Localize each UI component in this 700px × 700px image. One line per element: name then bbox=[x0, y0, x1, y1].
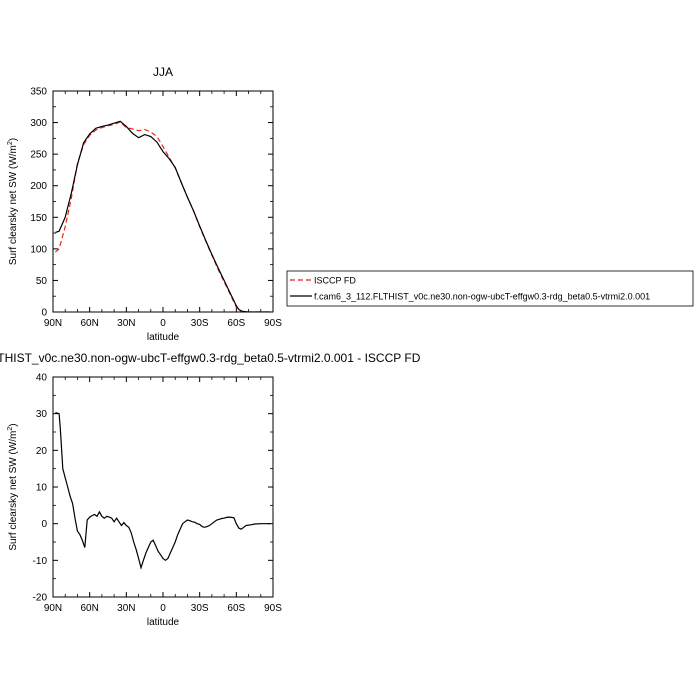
legend-label-1: ISCCP FD bbox=[314, 276, 356, 286]
chart1-group: 90N 60N 30N 0 30S 60S 90S 0 50 100 150 200 250 300 350… bbox=[7, 65, 694, 343]
chart2-x-tick-label: 90S bbox=[264, 603, 282, 614]
chart2-y-axis-label-main: Surf clearsky net SW (W/m bbox=[8, 431, 19, 551]
chart1-y-axis-label-main: Surf clearsky net SW (W/m bbox=[8, 145, 19, 265]
chart1-plot-frame bbox=[52, 90, 274, 313]
chart1-y-axis-label: Surf clearsky net SW (W/m2) bbox=[7, 138, 19, 265]
chart1-x-tick-label: 90N bbox=[44, 318, 62, 329]
chart2-y-tick-label: 30 bbox=[36, 409, 48, 420]
chart1-series-line-1 bbox=[55, 121, 271, 312]
chart1-y-tick-label: 50 bbox=[36, 276, 48, 287]
chart2-y-tick-label: 40 bbox=[36, 373, 48, 384]
chart2-x-tick-label: 30S bbox=[191, 603, 209, 614]
chart1-y-tick-label: 150 bbox=[30, 213, 47, 224]
chart2-series-line-1 bbox=[55, 412, 271, 570]
chart1-x-axis-label: latitude bbox=[147, 332, 180, 343]
chart2-x-axis-label: latitude bbox=[147, 617, 180, 628]
chart2-group: 90N 60N 30N 0 30S 60S 90S -20 -10 0 10 20 30 40 f.cam6… bbox=[0, 351, 421, 628]
chart2-x-tick-label: 90N bbox=[44, 603, 62, 614]
chart1-y-tick-label: 350 bbox=[30, 87, 47, 98]
chart2-x-tick-label: 60N bbox=[80, 603, 98, 614]
chart2-title: f.cam6_3_112.FLTHIST_v0c.ne30.non-ogw-ub… bbox=[0, 351, 421, 365]
chart1-x-tick-label: 60S bbox=[227, 318, 245, 329]
chart1-title: JJA bbox=[153, 65, 173, 79]
chart1-x-tick-label: 30S bbox=[191, 318, 209, 329]
chart1-y-tick-label: 300 bbox=[30, 118, 47, 129]
chart2-y-axis-label: Surf clearsky net SW (W/m2) bbox=[7, 423, 19, 550]
chart2-y-axis-label-end: ) bbox=[8, 423, 19, 426]
chart2-y-tick-label: -10 bbox=[33, 556, 48, 567]
chart2-y-tick-label: 20 bbox=[36, 446, 48, 457]
chart1-y-axis-label-end: ) bbox=[8, 138, 19, 141]
chart1-x-tick-label: 60N bbox=[80, 318, 98, 329]
legend-label-2: f.cam6_3_112.FLTHIST_v0c.ne30.non-ogw-ub… bbox=[314, 292, 650, 302]
chart2-y-axis-label-sup: 2 bbox=[7, 427, 14, 431]
chart1-series-line-2 bbox=[55, 120, 271, 312]
chart2-y-tick-label: -20 bbox=[33, 593, 48, 604]
chart2-plot-frame bbox=[52, 376, 274, 598]
chart1-x-tick-label: 0 bbox=[160, 318, 166, 329]
chart1-y-axis-label-sup: 2 bbox=[7, 141, 14, 145]
chart1-x-tick-label: 30N bbox=[117, 318, 135, 329]
chart2-x-tick-label: 30N bbox=[117, 603, 135, 614]
chart1-y-tick-label: 200 bbox=[30, 181, 47, 192]
chart2-x-tick-label: 0 bbox=[160, 603, 166, 614]
chart1-y-tick-label: 0 bbox=[41, 308, 47, 319]
chart1-y-tick-label: 100 bbox=[30, 244, 47, 255]
chart2-y-tick-label: 0 bbox=[41, 519, 47, 530]
chart1-x-tick-label: 90S bbox=[264, 318, 282, 329]
chart1-y-tick-label: 250 bbox=[30, 150, 47, 161]
chart2-x-tick-label: 60S bbox=[227, 603, 245, 614]
chart2-y-tick-label: 10 bbox=[36, 483, 48, 494]
legend-box bbox=[286, 270, 694, 307]
